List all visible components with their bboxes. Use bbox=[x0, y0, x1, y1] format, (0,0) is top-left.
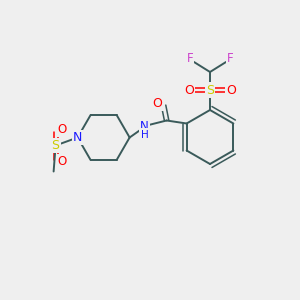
Text: O: O bbox=[57, 155, 66, 168]
Text: F: F bbox=[227, 52, 233, 65]
Text: H: H bbox=[141, 130, 148, 140]
Text: S: S bbox=[206, 83, 214, 97]
Text: O: O bbox=[226, 83, 236, 97]
Text: O: O bbox=[153, 97, 163, 110]
Text: S: S bbox=[52, 139, 60, 152]
Text: O: O bbox=[184, 83, 194, 97]
Text: N: N bbox=[140, 120, 149, 133]
Text: O: O bbox=[57, 123, 66, 136]
Text: N: N bbox=[73, 131, 82, 144]
Text: F: F bbox=[187, 52, 193, 65]
